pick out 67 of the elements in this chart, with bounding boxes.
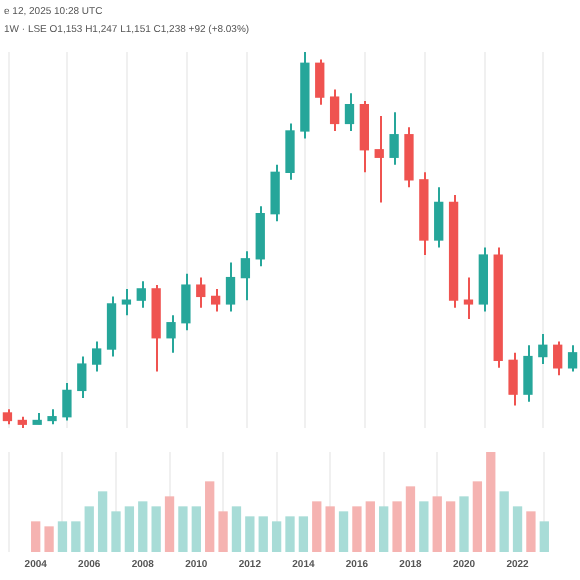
candlestick: [270, 163, 280, 223]
bar: [151, 506, 161, 552]
candlestick: [315, 58, 325, 106]
candlestick: [106, 295, 117, 358]
bar: [312, 501, 322, 552]
bar: [84, 506, 94, 552]
candlestick: [567, 344, 578, 373]
bar: [97, 491, 108, 552]
candlestick: [359, 99, 370, 174]
candlestick: [240, 250, 251, 302]
candlestick: [166, 314, 176, 354]
bar: [57, 521, 68, 552]
bar: [526, 511, 536, 552]
bar: [285, 516, 295, 552]
candlestick: [121, 287, 132, 317]
bar: [178, 506, 188, 552]
candlestick: [523, 344, 533, 403]
bar: [271, 521, 282, 552]
candlestick: [463, 276, 474, 320]
bar: [379, 506, 389, 552]
candlestick: [225, 261, 236, 313]
bar: [245, 516, 255, 552]
bar: [31, 521, 41, 552]
bar: [111, 511, 121, 552]
bar: [459, 496, 469, 552]
candlestick: [329, 88, 340, 132]
candlestick: [538, 333, 548, 366]
candlestick: [344, 92, 355, 132]
candlestick: [255, 205, 265, 268]
bar: [124, 506, 135, 552]
bar: [205, 481, 215, 552]
bar: [405, 486, 416, 552]
bar: [392, 501, 402, 552]
candlestick: [196, 276, 206, 309]
bar: [419, 501, 429, 552]
candlestick: [181, 272, 191, 332]
bar: [138, 501, 148, 552]
bar: [365, 501, 375, 552]
candlestick: [434, 186, 444, 249]
bar: [44, 526, 54, 552]
bar: [218, 511, 228, 552]
candlestick: [389, 111, 399, 166]
candlestick: [404, 126, 414, 189]
candlestick: [374, 114, 384, 204]
candlestick: [92, 340, 102, 373]
candlestick: [62, 381, 72, 422]
bar: [445, 501, 456, 552]
bar: [352, 506, 362, 552]
bar: [298, 516, 309, 552]
bar: [472, 481, 483, 552]
bar: [325, 506, 335, 552]
bar: [499, 491, 509, 552]
candlestick: [77, 355, 87, 399]
bar: [71, 521, 81, 552]
bar: [258, 516, 268, 552]
candlestick: [210, 287, 221, 313]
bar: [539, 521, 549, 552]
bar: [512, 506, 523, 552]
bar: [338, 511, 349, 552]
bar: [231, 506, 242, 552]
bar: [164, 496, 175, 552]
candlestick: [285, 122, 295, 181]
bar: [191, 506, 201, 552]
candlestick: [553, 340, 563, 377]
bar: [432, 496, 442, 552]
candlestick: [136, 280, 146, 309]
candlestick: [508, 351, 518, 407]
